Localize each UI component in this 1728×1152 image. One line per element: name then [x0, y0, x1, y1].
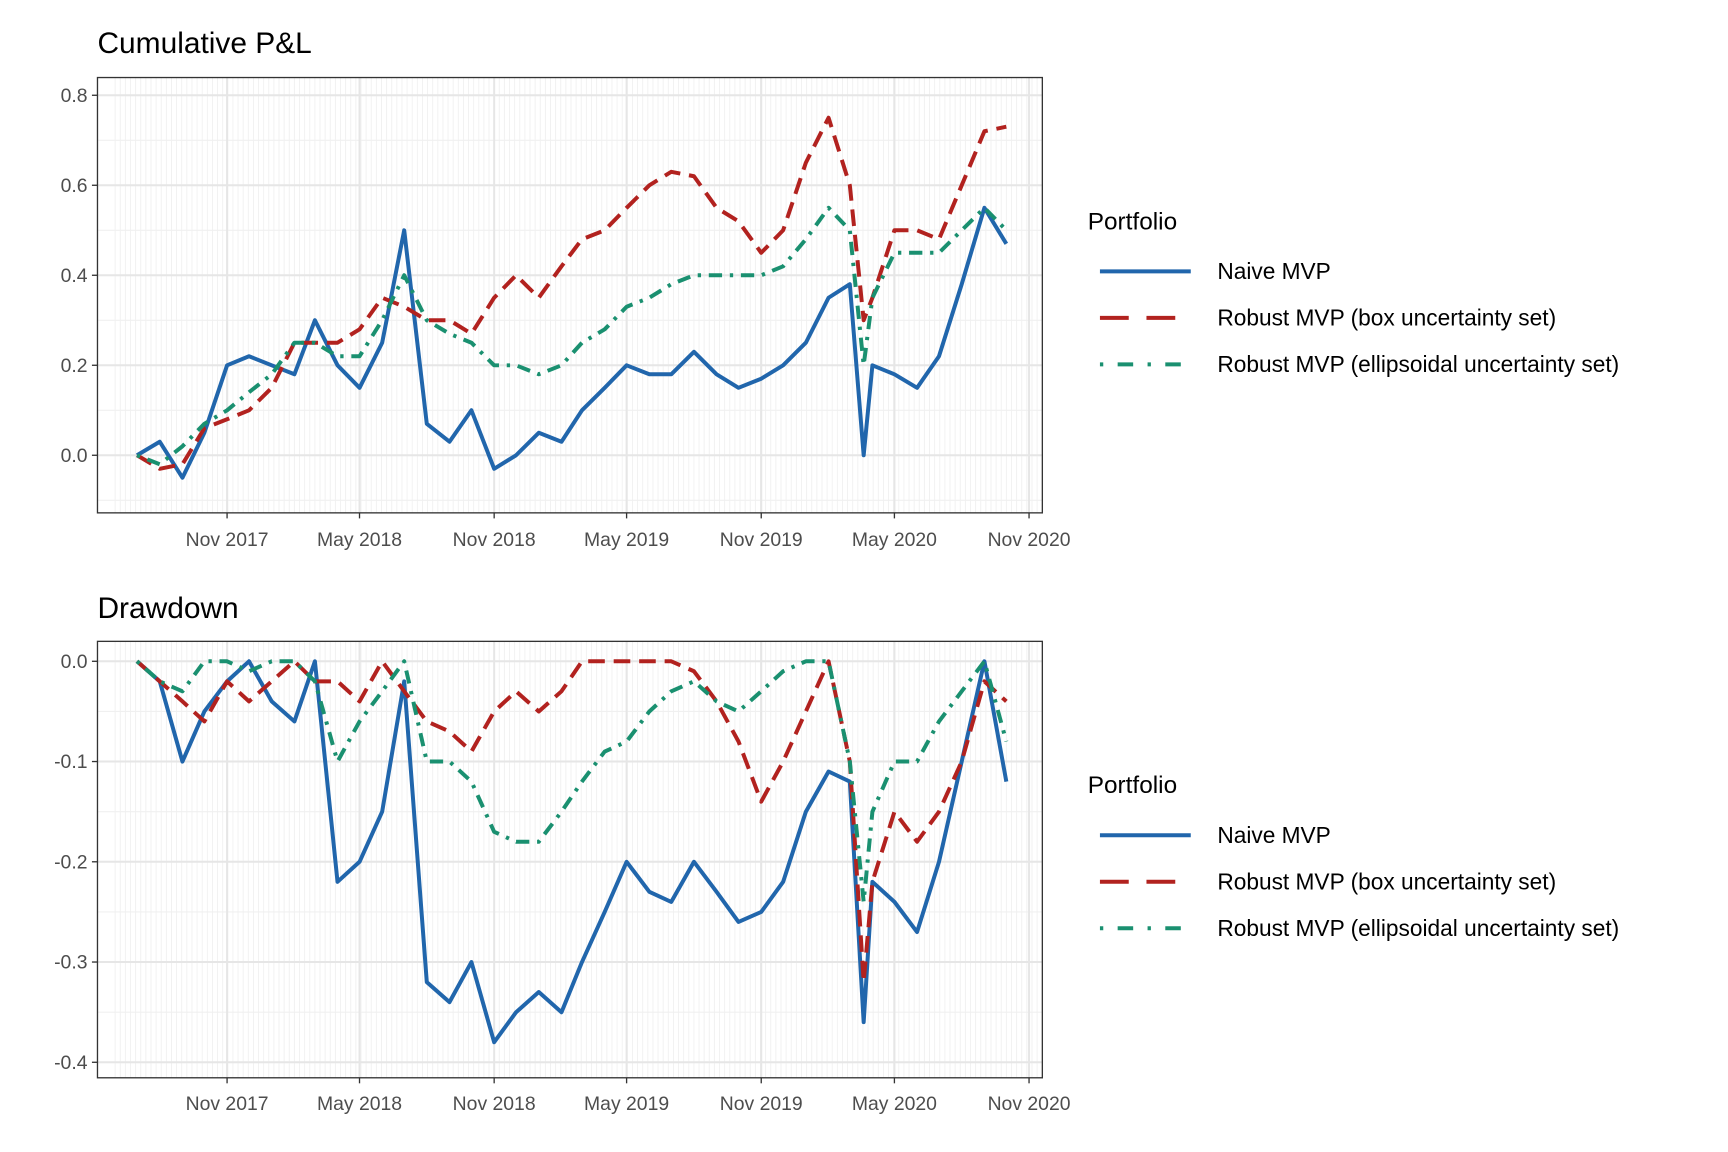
legend-item: Robust MVP (ellipsoidal uncertainty set) — [1099, 915, 1619, 941]
y-tick-label: -0.3 — [54, 952, 87, 974]
cumulative-pnl-panel: Cumulative P&L 0.0 0.2 0.4 0.6 0.8 Nov 2017 Ma… — [61, 27, 1071, 551]
y-tick-label: -0.2 — [54, 851, 87, 873]
legend-label: Robust MVP (box uncertainty set) — [1217, 868, 1556, 894]
legend-item: Robust MVP (box uncertainty set) — [1099, 868, 1556, 894]
y-tick-label: 0.4 — [61, 265, 88, 287]
series-line-robust-ellipsoidal — [135, 659, 1009, 904]
x-tick-label: Nov 2017 — [186, 1093, 269, 1115]
x-tick-label: Nov 2020 — [988, 1093, 1071, 1115]
legend-item: Naive MVP — [1099, 258, 1331, 284]
x-tick-label: Nov 2018 — [453, 529, 536, 551]
series-line-robust-box — [136, 115, 1007, 471]
legend-title: Portfolio — [1088, 208, 1177, 235]
x-tick-label: May 2020 — [852, 1093, 937, 1115]
x-tick-label: May 2018 — [317, 1093, 402, 1115]
series-line-robust-ellipsoidal — [136, 205, 1008, 467]
legend-label: Robust MVP (box uncertainty set) — [1217, 305, 1556, 331]
legend-label: Naive MVP — [1217, 822, 1330, 848]
y-tick-label: 0.0 — [61, 445, 88, 467]
x-tick-label: Nov 2020 — [988, 529, 1071, 551]
x-tick-label: May 2018 — [317, 529, 402, 551]
x-tick-label: Nov 2017 — [186, 529, 269, 551]
y-tick-label: -0.4 — [54, 1052, 88, 1074]
y-tick-label: 0.0 — [61, 651, 88, 673]
y-tick-label: 0.6 — [61, 175, 88, 197]
plot-border — [96, 76, 1044, 514]
legend-label: Naive MVP — [1217, 258, 1330, 284]
x-tick-label: Nov 2018 — [453, 1093, 536, 1115]
legend-title: Portfolio — [1088, 772, 1177, 799]
legend-label: Robust MVP (ellipsoidal uncertainty set) — [1217, 351, 1619, 377]
chart-title: Cumulative P&L — [97, 27, 311, 60]
legend-label: Robust MVP (ellipsoidal uncertainty set) — [1217, 915, 1619, 941]
series-line-robust-box — [135, 659, 1008, 985]
chart-title: Drawdown — [97, 592, 238, 625]
x-tick-label: May 2020 — [852, 529, 937, 551]
x-tick-label: May 2019 — [584, 1093, 669, 1115]
drawdown-panel: Drawdown 0.0 -0.1 -0.2 -0.3 -0.4 Nov 2017 May … — [54, 592, 1071, 1115]
legend-item: Robust MVP (ellipsoidal uncertainty set) — [1099, 351, 1619, 377]
x-tick-label: Nov 2019 — [720, 529, 803, 551]
x-tick-label: May 2019 — [584, 529, 669, 551]
legend-item: Naive MVP — [1099, 822, 1331, 848]
y-tick-label: 0.8 — [61, 85, 88, 107]
legend: Portfolio Naive MVP Robust MVP (box uncer… — [1088, 208, 1619, 377]
plot-border — [96, 640, 1044, 1079]
y-tick-label: -0.1 — [54, 751, 87, 773]
series-line-naive-mvp — [135, 659, 1009, 1045]
legend: Portfolio Naive MVP Robust MVP (box uncer… — [1088, 772, 1619, 941]
series-line-naive-mvp — [136, 205, 1009, 480]
legend-item: Robust MVP (box uncertainty set) — [1099, 305, 1556, 331]
x-tick-label: Nov 2019 — [720, 1093, 803, 1115]
y-tick-label: 0.2 — [61, 355, 88, 377]
grid — [97, 641, 1043, 1078]
